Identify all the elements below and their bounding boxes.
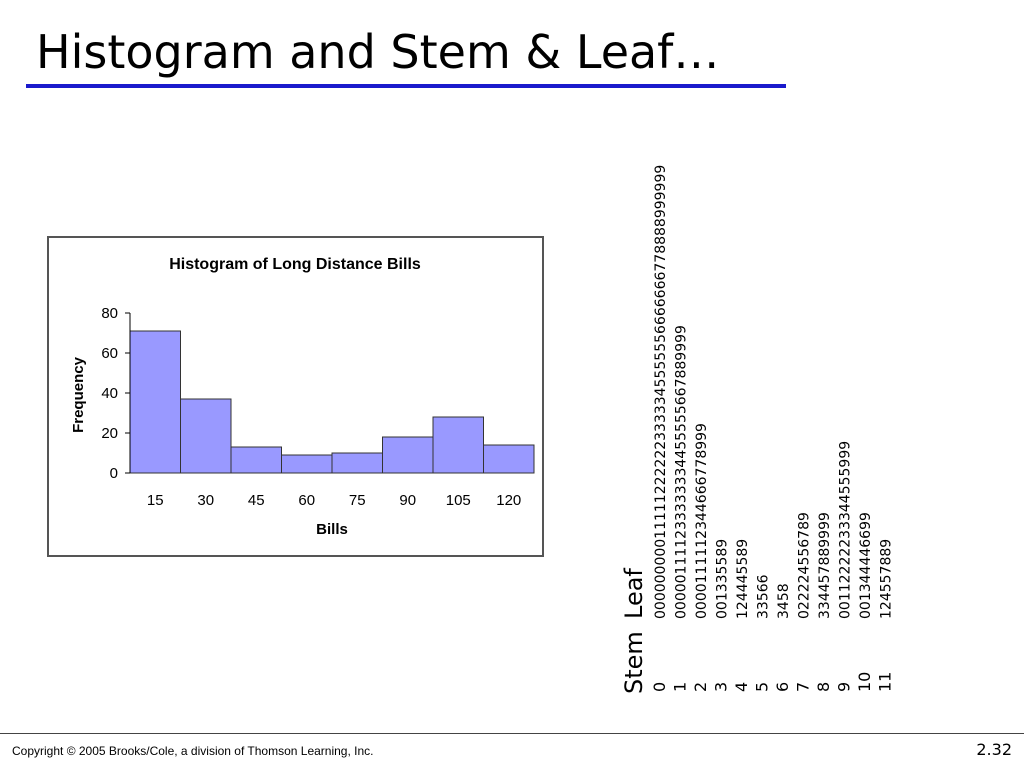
leaf-values: 0000111112344666778999 — [694, 423, 710, 619]
x-tick-label: 120 — [496, 492, 521, 509]
leaf-values: 33566 — [756, 574, 772, 619]
leaf-values: 001344446699 — [858, 512, 874, 619]
histogram-bar-75 — [331, 452, 383, 474]
x-tick-label: 105 — [446, 492, 471, 509]
leaf-values: 334457889999 — [817, 512, 833, 619]
x-tick-label: 45 — [248, 492, 265, 509]
y-tick-label: 0 — [110, 465, 118, 482]
footer-rule — [0, 733, 1024, 734]
leaf-values: 0000000001111122222233333455555566666667… — [653, 165, 669, 619]
stem-and-leaf-display: Stem Leaf 0 00000000011111222222333334555… — [620, 165, 895, 694]
stem-and-leaf-rotated: Stem Leaf 0 00000000011111222222333334555… — [620, 165, 895, 694]
histogram-bar-30 — [180, 398, 232, 474]
y-tick-label: 60 — [101, 345, 118, 362]
leaf-values: 124445589 — [735, 539, 751, 619]
stem-value: 8 — [814, 682, 833, 692]
bars-group — [129, 330, 535, 474]
stem-value: 6 — [773, 682, 792, 692]
histogram-bar-105 — [432, 416, 484, 474]
y-tick-label: 40 — [101, 385, 118, 402]
slide-title: Histogram and Stem & Leaf… — [36, 25, 720, 79]
histogram-svg: Histogram of Long Distance Bills Frequen… — [70, 256, 535, 538]
leaf-values: 001335589 — [715, 539, 731, 619]
axes-group: 15 30 45 60 75 90 105 120 0 20 40 60 80 — [101, 305, 521, 509]
page-number: 2.32 — [976, 740, 1012, 759]
stem-leaf-rows: 0 000000000111112222223333345555556666666… — [650, 165, 895, 692]
stem-header: Stem — [620, 631, 648, 694]
y-tick-label: 80 — [101, 305, 118, 322]
x-tick-label: 60 — [298, 492, 315, 509]
chart-title: Histogram of Long Distance Bills — [169, 256, 421, 273]
leaf-header: Leaf — [620, 568, 648, 619]
leaf-values: 124557889 — [879, 539, 895, 619]
leaf-values: 022224556789 — [797, 512, 813, 619]
stem-value: 2 — [691, 682, 710, 692]
stem-value: 1 — [671, 682, 690, 692]
leaf-values: 000001111233333334455555667889999 — [674, 325, 690, 619]
histogram-bar-45 — [230, 446, 282, 474]
stem-value: 5 — [753, 682, 772, 692]
copyright-text: Copyright © 2005 Brooks/Cole, a division… — [12, 744, 374, 758]
stem-value: 4 — [732, 682, 751, 692]
y-axis-label: Frequency — [70, 356, 87, 433]
histogram-bar-120 — [483, 444, 535, 474]
y-tick-label: 20 — [101, 425, 118, 442]
histogram-bar-90 — [382, 436, 434, 474]
stem-value: 7 — [794, 682, 813, 692]
x-tick-label: 75 — [349, 492, 366, 509]
x-tick-label: 15 — [147, 492, 164, 509]
leaf-values: 3458 — [776, 583, 792, 619]
title-rule — [26, 84, 786, 88]
x-axis-label: Bills — [316, 521, 348, 538]
stem-value: 3 — [712, 682, 731, 692]
x-tick-label: 30 — [197, 492, 214, 509]
stem-value: 9 — [835, 682, 854, 692]
x-tick-label: 90 — [399, 492, 416, 509]
histogram-bar-15 — [129, 330, 181, 474]
leaf-values: 00112222233344555999 — [838, 441, 854, 619]
stem-value: 10 — [855, 672, 874, 692]
stem-value: 0 — [650, 682, 669, 692]
histogram-chart: Histogram of Long Distance Bills Frequen… — [47, 236, 544, 557]
stem-value: 11 — [876, 672, 895, 692]
histogram-bar-60 — [281, 454, 333, 474]
